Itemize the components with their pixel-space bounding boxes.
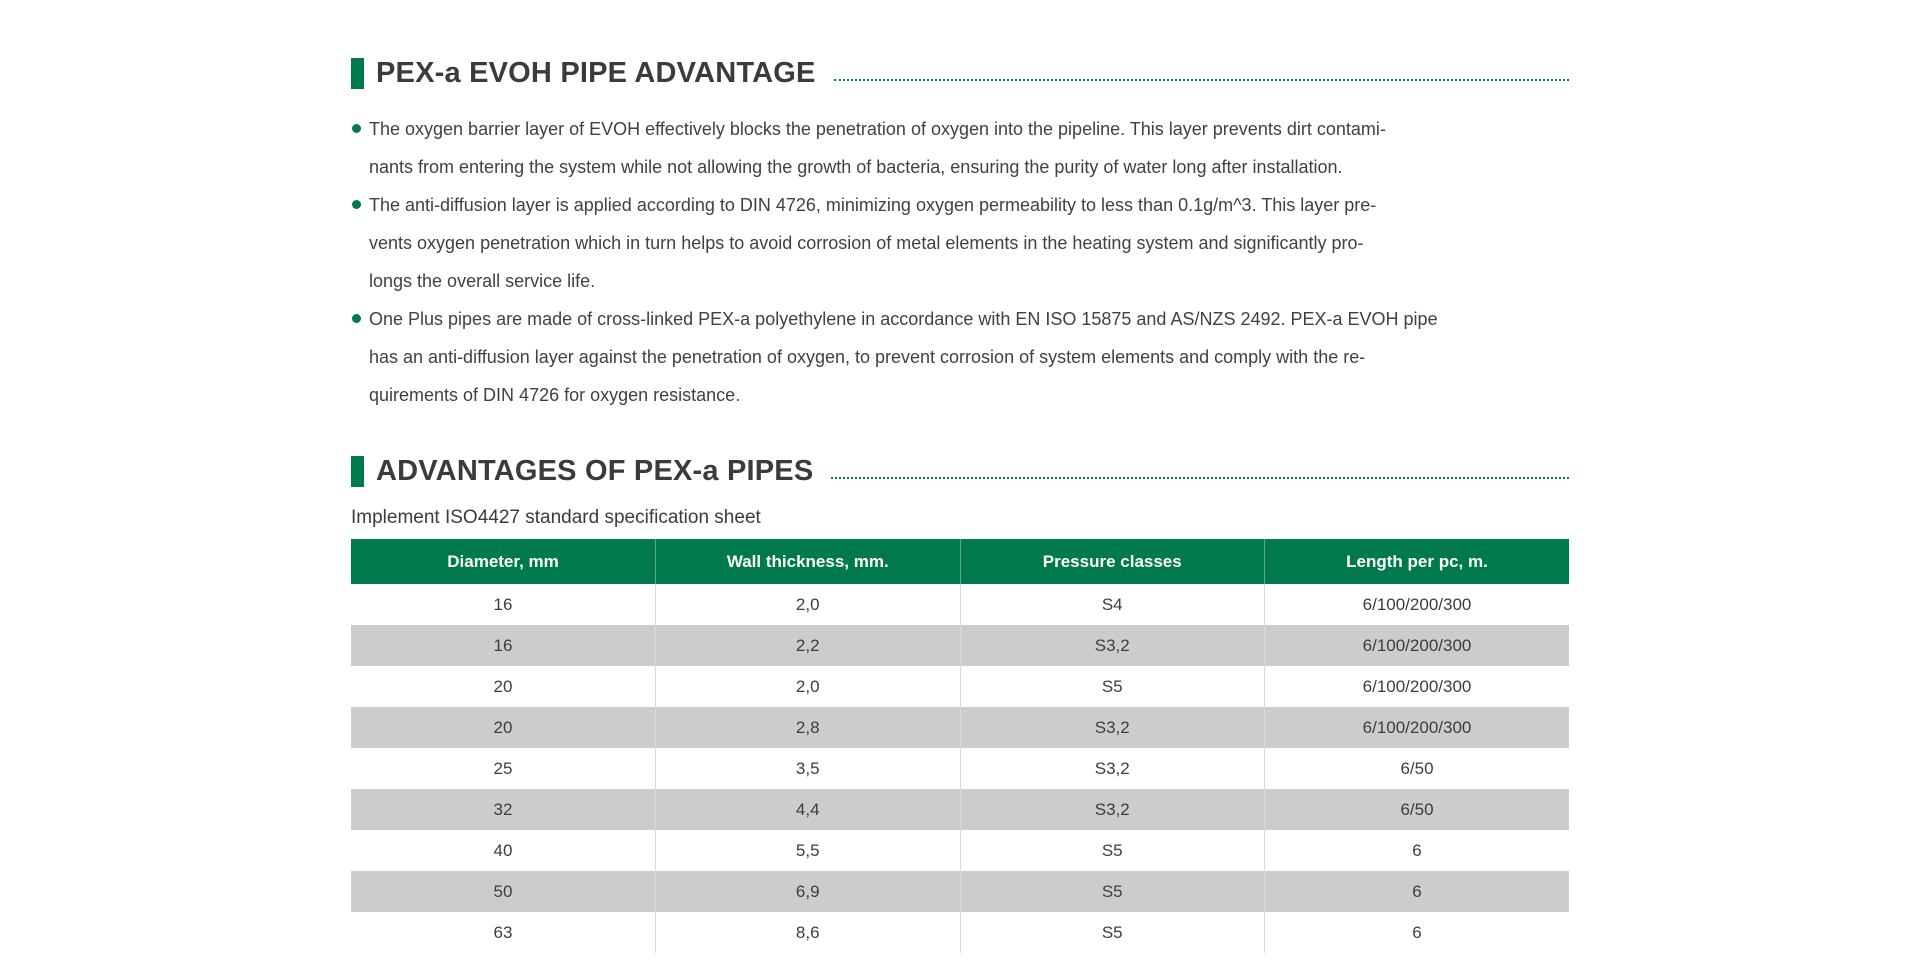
heading-accent-bar-icon [351, 455, 364, 487]
table-row: 16 2,2 S3,2 6/100/200/300 [351, 625, 1569, 666]
table-cell-pressure-class: S5 [960, 666, 1265, 707]
section-title-advantages: ADVANTAGES OF PEX-a PIPES [376, 454, 814, 487]
table-cell-pressure-class: S3,2 [960, 748, 1265, 789]
catalog-page-content: PEX-a EVOH PIPE ADVANTAGE The oxygen bar… [351, 0, 1569, 953]
table-header-row: Diameter, mm Wall thickness, mm. Pressure … [351, 539, 1569, 584]
pipe-spec-table: Diameter, mm Wall thickness, mm. Pressure … [351, 539, 1569, 953]
table-cell-length: 6/100/200/300 [1362, 676, 1472, 696]
heading-accent-bar-icon [351, 57, 364, 89]
table-cell-pressure-class: S5 [960, 871, 1265, 912]
section-title-pex-evoh: PEX-a EVOH PIPE ADVANTAGE [376, 56, 816, 89]
table-cell-wall-thickness: 2,0 [655, 666, 961, 707]
table-cell-wall-thickness: 2,2 [655, 625, 961, 666]
table-header-cell: Pressure classes [960, 539, 1265, 584]
table-cell-diameter: 32 [351, 789, 656, 830]
table-cell-diameter: 16 [351, 625, 656, 666]
table-body: 16 2,0 S4 6/100/200/300 16 2,2 S3,2 6/10… [351, 584, 1569, 953]
bullet-item: The oxygen barrier layer of EVOH effecti… [351, 110, 1569, 186]
table-cell-diameter: 20 [351, 707, 656, 748]
table-row: 16 2,0 S4 6/100/200/300 [351, 584, 1569, 625]
table-cell-diameter: 25 [351, 748, 656, 789]
table-header-cell: Wall thickness, mm. [655, 539, 961, 584]
table-cell-pressure-class: S3,2 [960, 707, 1265, 748]
table-cell-length: 6 [1412, 922, 1422, 942]
section-heading-pex-evoh: PEX-a EVOH PIPE ADVANTAGE [351, 57, 1569, 89]
table-cell-pressure-class: S4 [960, 584, 1265, 625]
table-cell-length: 6/100/200/300 [1362, 635, 1472, 655]
bullet-item: One Plus pipes are made of cross-linked … [351, 300, 1569, 414]
table-cell-pressure-class: S5 [960, 912, 1265, 953]
table-caption: Implement ISO4427 standard specification… [351, 507, 761, 528]
table-row: 25 3,5 S3,2 6/50 [351, 748, 1569, 789]
table-row: 20 2,0 S5 6/100/200/300 [351, 666, 1569, 707]
table-cell-length: 6 [1412, 840, 1422, 860]
table-cell-wall-thickness: 6,9 [655, 871, 961, 912]
table-row: 20 2,8 S3,2 6/100/200/300 [351, 707, 1569, 748]
table-cell-wall-thickness: 4,4 [655, 789, 961, 830]
table-cell-diameter: 20 [351, 666, 656, 707]
bullet-item: The anti-diffusion layer is applied acco… [351, 186, 1569, 300]
table-header-cell: Diameter, mm [351, 539, 656, 584]
table-cell-diameter: 40 [351, 830, 656, 871]
table-row: 50 6,9 S5 6 [351, 871, 1569, 912]
table-cell-length: 6/100/200/300 [1362, 594, 1472, 614]
table-cell-diameter: 16 [351, 584, 656, 625]
table-row: 63 8,6 S5 6 [351, 912, 1569, 953]
table-header-cell: Length per pc, m. [1264, 539, 1569, 584]
table-cell-diameter: 63 [351, 912, 656, 953]
dotted-leader [831, 477, 1569, 479]
table-cell-wall-thickness: 2,0 [655, 584, 961, 625]
table-cell-wall-thickness: 3,5 [655, 748, 961, 789]
table-cell-diameter: 50 [351, 871, 656, 912]
table-cell-wall-thickness: 8,6 [655, 912, 961, 953]
table-head: Diameter, mm Wall thickness, mm. Pressure … [351, 539, 1569, 584]
table-cell-length: 6 [1412, 881, 1422, 901]
table-cell-pressure-class: S3,2 [960, 625, 1265, 666]
table-cell-length: 6/50 [1400, 758, 1434, 778]
dotted-leader [833, 79, 1569, 81]
section-heading-advantages: ADVANTAGES OF PEX-a PIPES [351, 455, 1569, 487]
table-cell-length: 6/50 [1400, 799, 1434, 819]
table-row: 40 5,5 S5 6 [351, 830, 1569, 871]
table-cell-pressure-class: S3,2 [960, 789, 1265, 830]
table-cell-length: 6/100/200/300 [1362, 717, 1472, 737]
table-cell-pressure-class: S5 [960, 830, 1265, 871]
table-cell-wall-thickness: 5,5 [655, 830, 961, 871]
table-cell-wall-thickness: 2,8 [655, 707, 961, 748]
advantage-bullet-list: The oxygen barrier layer of EVOH effecti… [351, 110, 1569, 414]
table-row: 32 4,4 S3,2 6/50 [351, 789, 1569, 830]
